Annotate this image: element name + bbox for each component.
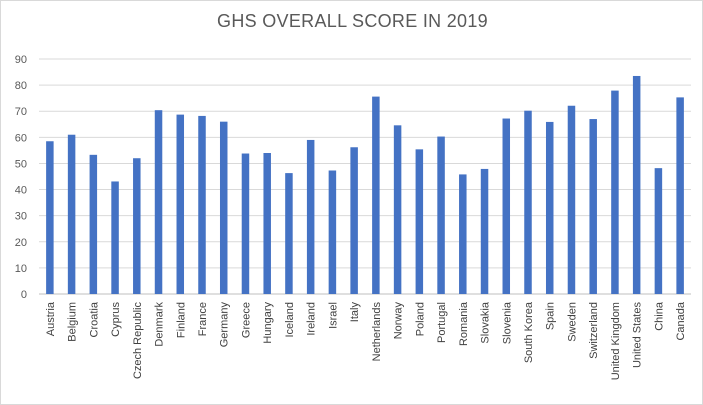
x-tick-label: Romania: [458, 301, 470, 346]
bar-croatia: [89, 154, 98, 294]
x-tick-label: China: [653, 301, 665, 331]
bar-portugal: [437, 136, 445, 294]
x-tick-label: France: [197, 302, 209, 336]
x-tick-label: Denmark: [154, 302, 166, 347]
x-tick-label: Sweden: [566, 302, 578, 342]
bar-denmark: [154, 110, 163, 294]
x-tick-label: Slovenia: [501, 301, 513, 344]
x-tick-label: South Korea: [523, 301, 535, 363]
x-tick-label: Hungary: [262, 302, 274, 344]
bar-spain: [545, 121, 554, 294]
bar-slovakia: [480, 168, 489, 294]
x-tick-label: Greece: [240, 302, 252, 338]
x-tick-label: Poland: [414, 302, 426, 336]
y-tick-label: 40: [15, 185, 27, 197]
bar-slovenia: [502, 118, 511, 295]
x-tick-label: Cyprus: [110, 302, 122, 337]
y-tick-label: 20: [15, 237, 27, 249]
x-tick-label: Ireland: [306, 302, 318, 336]
y-tick-label: 90: [15, 54, 27, 66]
x-axis-ticks: Austria Belgium Croatia Cyprus Czech Republi…: [45, 301, 687, 380]
y-tick-label: 0: [21, 289, 27, 301]
x-tick-label: Slovakia: [480, 301, 492, 343]
x-tick-label: Finland: [175, 302, 187, 338]
bar-united-kingdom: [611, 90, 619, 294]
x-tick-label: United States: [632, 302, 644, 369]
x-tick-label: Israel: [327, 302, 339, 329]
y-tick-label: 80: [15, 80, 27, 92]
x-tick-label: Portugal: [436, 302, 448, 343]
bar-iceland: [285, 173, 293, 294]
x-tick-label: Germany: [219, 302, 231, 348]
y-tick-label: 70: [15, 106, 27, 118]
bar-cyprus: [111, 181, 119, 294]
bar-greece: [241, 153, 250, 294]
x-tick-label: Iceland: [284, 302, 296, 337]
bar-czech-republic: [133, 158, 141, 294]
bar-layer: [46, 75, 684, 295]
bar-italy: [350, 147, 358, 294]
x-tick-label: Czech Republic: [132, 302, 144, 380]
bar-belgium: [67, 134, 76, 294]
x-tick-label: Norway: [393, 302, 405, 340]
y-tick-label: 50: [15, 158, 27, 170]
bar-united-states: [632, 75, 641, 294]
bar-sweden: [567, 105, 576, 294]
x-tick-label: Belgium: [67, 302, 79, 342]
grid-layer: [39, 58, 691, 295]
x-tick-label: Switzerland: [588, 302, 600, 359]
x-tick-label: Italy: [349, 302, 361, 323]
y-axis-ticks: 0 10 20 30 40 50 60 70 80 90: [15, 54, 27, 301]
bar-china: [654, 168, 663, 294]
bar-france: [198, 115, 206, 294]
bar-finland: [176, 114, 185, 294]
y-tick-label: 30: [15, 211, 27, 223]
bar-south-korea: [524, 110, 532, 294]
y-tick-label: 10: [15, 263, 27, 275]
x-tick-label: Canada: [675, 301, 687, 340]
bar-norway: [393, 125, 402, 294]
bar-netherlands: [372, 96, 380, 294]
x-tick-label: Croatia: [88, 301, 100, 337]
bar-ireland: [306, 139, 315, 294]
x-tick-label: United Kingdom: [610, 302, 622, 380]
x-tick-label: Austria: [45, 301, 57, 336]
bar-poland: [415, 149, 424, 294]
bar-canada: [676, 97, 684, 294]
bar-israel: [328, 170, 337, 294]
y-tick-label: 60: [15, 132, 27, 144]
chart-title: GHS OVERALL SCORE IN 2019: [217, 11, 488, 31]
bar-switzerland: [589, 119, 597, 294]
bar-romania: [459, 174, 467, 294]
bar-germany: [219, 121, 228, 295]
x-tick-label: Spain: [545, 302, 557, 330]
x-tick-label: Netherlands: [371, 302, 383, 362]
bar-austria: [46, 141, 54, 294]
bar-hungary: [263, 153, 271, 294]
